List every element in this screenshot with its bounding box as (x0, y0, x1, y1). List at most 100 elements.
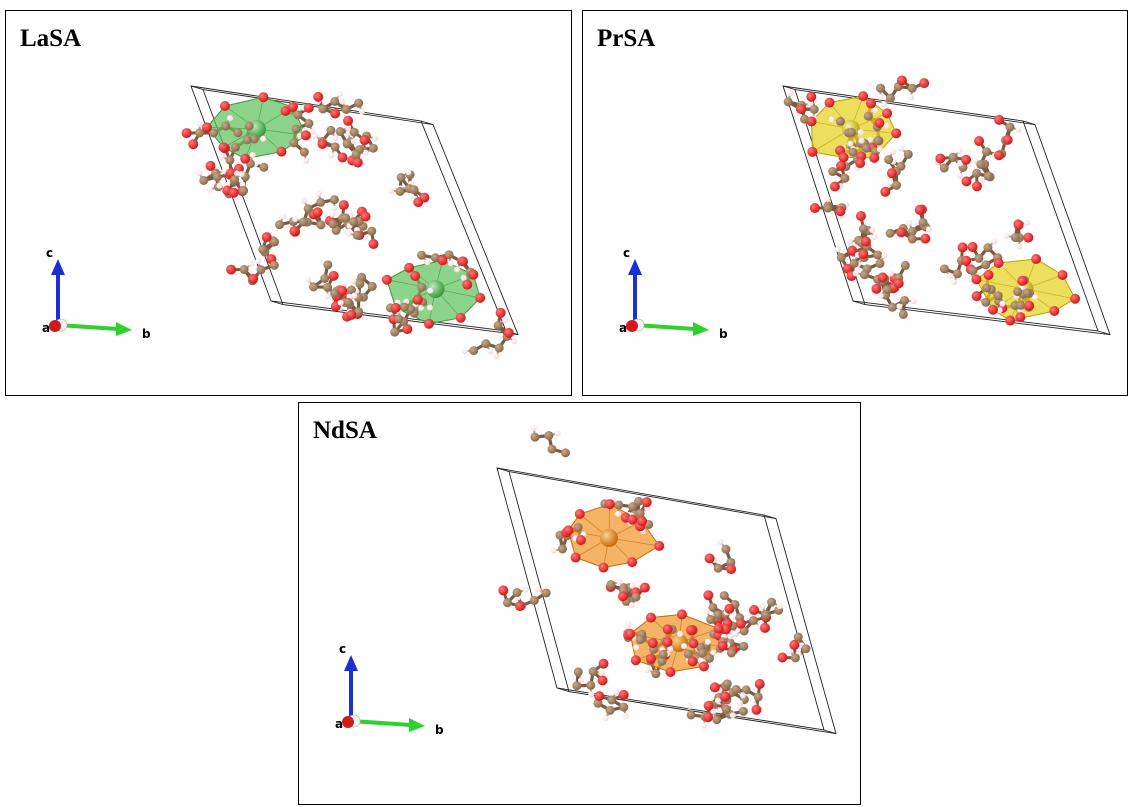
c-axis-label: c (623, 246, 630, 260)
oxygen-atom (625, 628, 636, 639)
oxygen-atom (796, 104, 807, 115)
oxygen-atom (703, 590, 714, 601)
oxygen-atom (886, 168, 897, 179)
unit-cell-edge (1097, 330, 1111, 336)
oxygen-atom (188, 139, 199, 150)
oxygen-atom (248, 273, 259, 284)
carbon-atom (199, 175, 209, 185)
carbon-atom (493, 321, 503, 331)
hydrogen-atom (999, 300, 1006, 307)
carbon-atom (753, 692, 763, 702)
carbon-atom (708, 602, 718, 612)
oxygen-atom (687, 656, 698, 667)
carbon-atom (289, 138, 299, 148)
oxygen-atom (287, 101, 298, 112)
hydrogen-atom (332, 135, 339, 142)
oxygen-atom (313, 91, 324, 102)
carbon-atom (573, 522, 583, 532)
oxygen-atom (468, 269, 479, 280)
hydrogen-atom (700, 722, 707, 729)
hydrogen-atom (1023, 219, 1030, 226)
c-axis-arrowhead (344, 655, 358, 671)
hydrogen-atom (447, 260, 454, 267)
carbon-atom (900, 295, 910, 305)
hydrogen-atom (824, 196, 831, 203)
hydrogen-atom (260, 135, 267, 142)
oxygen-atom (423, 318, 434, 329)
oxygen-atom (871, 283, 882, 294)
oxygen-atom (961, 176, 972, 187)
hydrogen-atom (946, 272, 953, 279)
hydrogen-atom (710, 708, 717, 715)
panel-ndsa: NdSA c a b (298, 402, 861, 805)
oxygen-atom (713, 623, 724, 634)
hydrogen-atom (732, 630, 739, 637)
oxygen-atom (1002, 134, 1013, 145)
unit-cell-edge (496, 467, 510, 473)
carbon-atom (847, 127, 857, 137)
atoms (498, 425, 811, 729)
carbon-atom (209, 128, 219, 138)
carbon-atom (275, 220, 285, 230)
oxygen-atom (1017, 275, 1028, 286)
hydrogen-atom (249, 151, 256, 158)
oxygen-atom (855, 158, 866, 169)
oxygen-atom (721, 624, 732, 635)
hydrogen-atom (834, 246, 841, 253)
carbon-atom (349, 127, 359, 137)
oxygen-atom (598, 562, 609, 573)
carbon-atom (299, 217, 309, 227)
hydrogen-atom (686, 703, 693, 710)
hydrogen-atom (195, 169, 202, 176)
carbon-atom (572, 681, 582, 691)
hydrogen-atom (628, 602, 635, 609)
hydrogen-atom (847, 140, 854, 147)
carbon-atom (767, 597, 777, 607)
hydrogen-atom (328, 152, 335, 159)
oxygen-atom (402, 324, 413, 335)
oxygen-atom (475, 292, 486, 303)
carbon-atom (882, 285, 892, 295)
oxygen-atom (824, 97, 835, 108)
carbon-atom (748, 615, 758, 625)
carbon-atom (861, 143, 871, 153)
oxygen-atom (703, 712, 714, 723)
oxygen-atom (412, 294, 423, 305)
hydrogen-atom (238, 171, 245, 178)
hydrogen-atom (599, 670, 606, 677)
oxygen-atom (639, 582, 650, 593)
crystal-structure-lasa: c a b (42, 85, 519, 360)
oxygen-atom (317, 138, 328, 149)
c-axis-arrowhead (628, 259, 642, 275)
carbon-atom (573, 667, 583, 677)
carbon-atom (741, 685, 751, 695)
carbon-atom (330, 142, 340, 152)
carbon-atom (976, 159, 986, 169)
oxygen-atom (726, 564, 737, 575)
oxygen-atom (967, 242, 978, 253)
carbon-atom (212, 172, 222, 182)
carbon-atom (320, 274, 330, 284)
carbon-atom (354, 307, 364, 317)
oxygen-atom (809, 203, 820, 214)
carbon-atom (512, 588, 522, 598)
carbon-atom (230, 142, 240, 152)
oxygen-atom (575, 535, 586, 546)
carbon-atom (873, 250, 883, 260)
hydrogen-atom (846, 238, 853, 245)
hydrogen-atom (910, 298, 917, 305)
carbon-atom (840, 173, 850, 183)
oxygen-atom (515, 601, 526, 612)
oxygen-atom (914, 204, 925, 215)
unit-cell-back (508, 471, 837, 735)
oxygen-atom (574, 509, 585, 520)
oxygen-atom (836, 160, 847, 171)
oxygen-atom (957, 242, 968, 253)
carbon-atom (907, 83, 917, 93)
oxygen-atom (860, 236, 871, 247)
oxygen-atom (703, 700, 714, 711)
oxygen-atom (754, 679, 765, 690)
hydrogen-atom (898, 145, 905, 152)
hydrogen-atom (255, 258, 262, 265)
oxygen-atom (838, 152, 849, 163)
